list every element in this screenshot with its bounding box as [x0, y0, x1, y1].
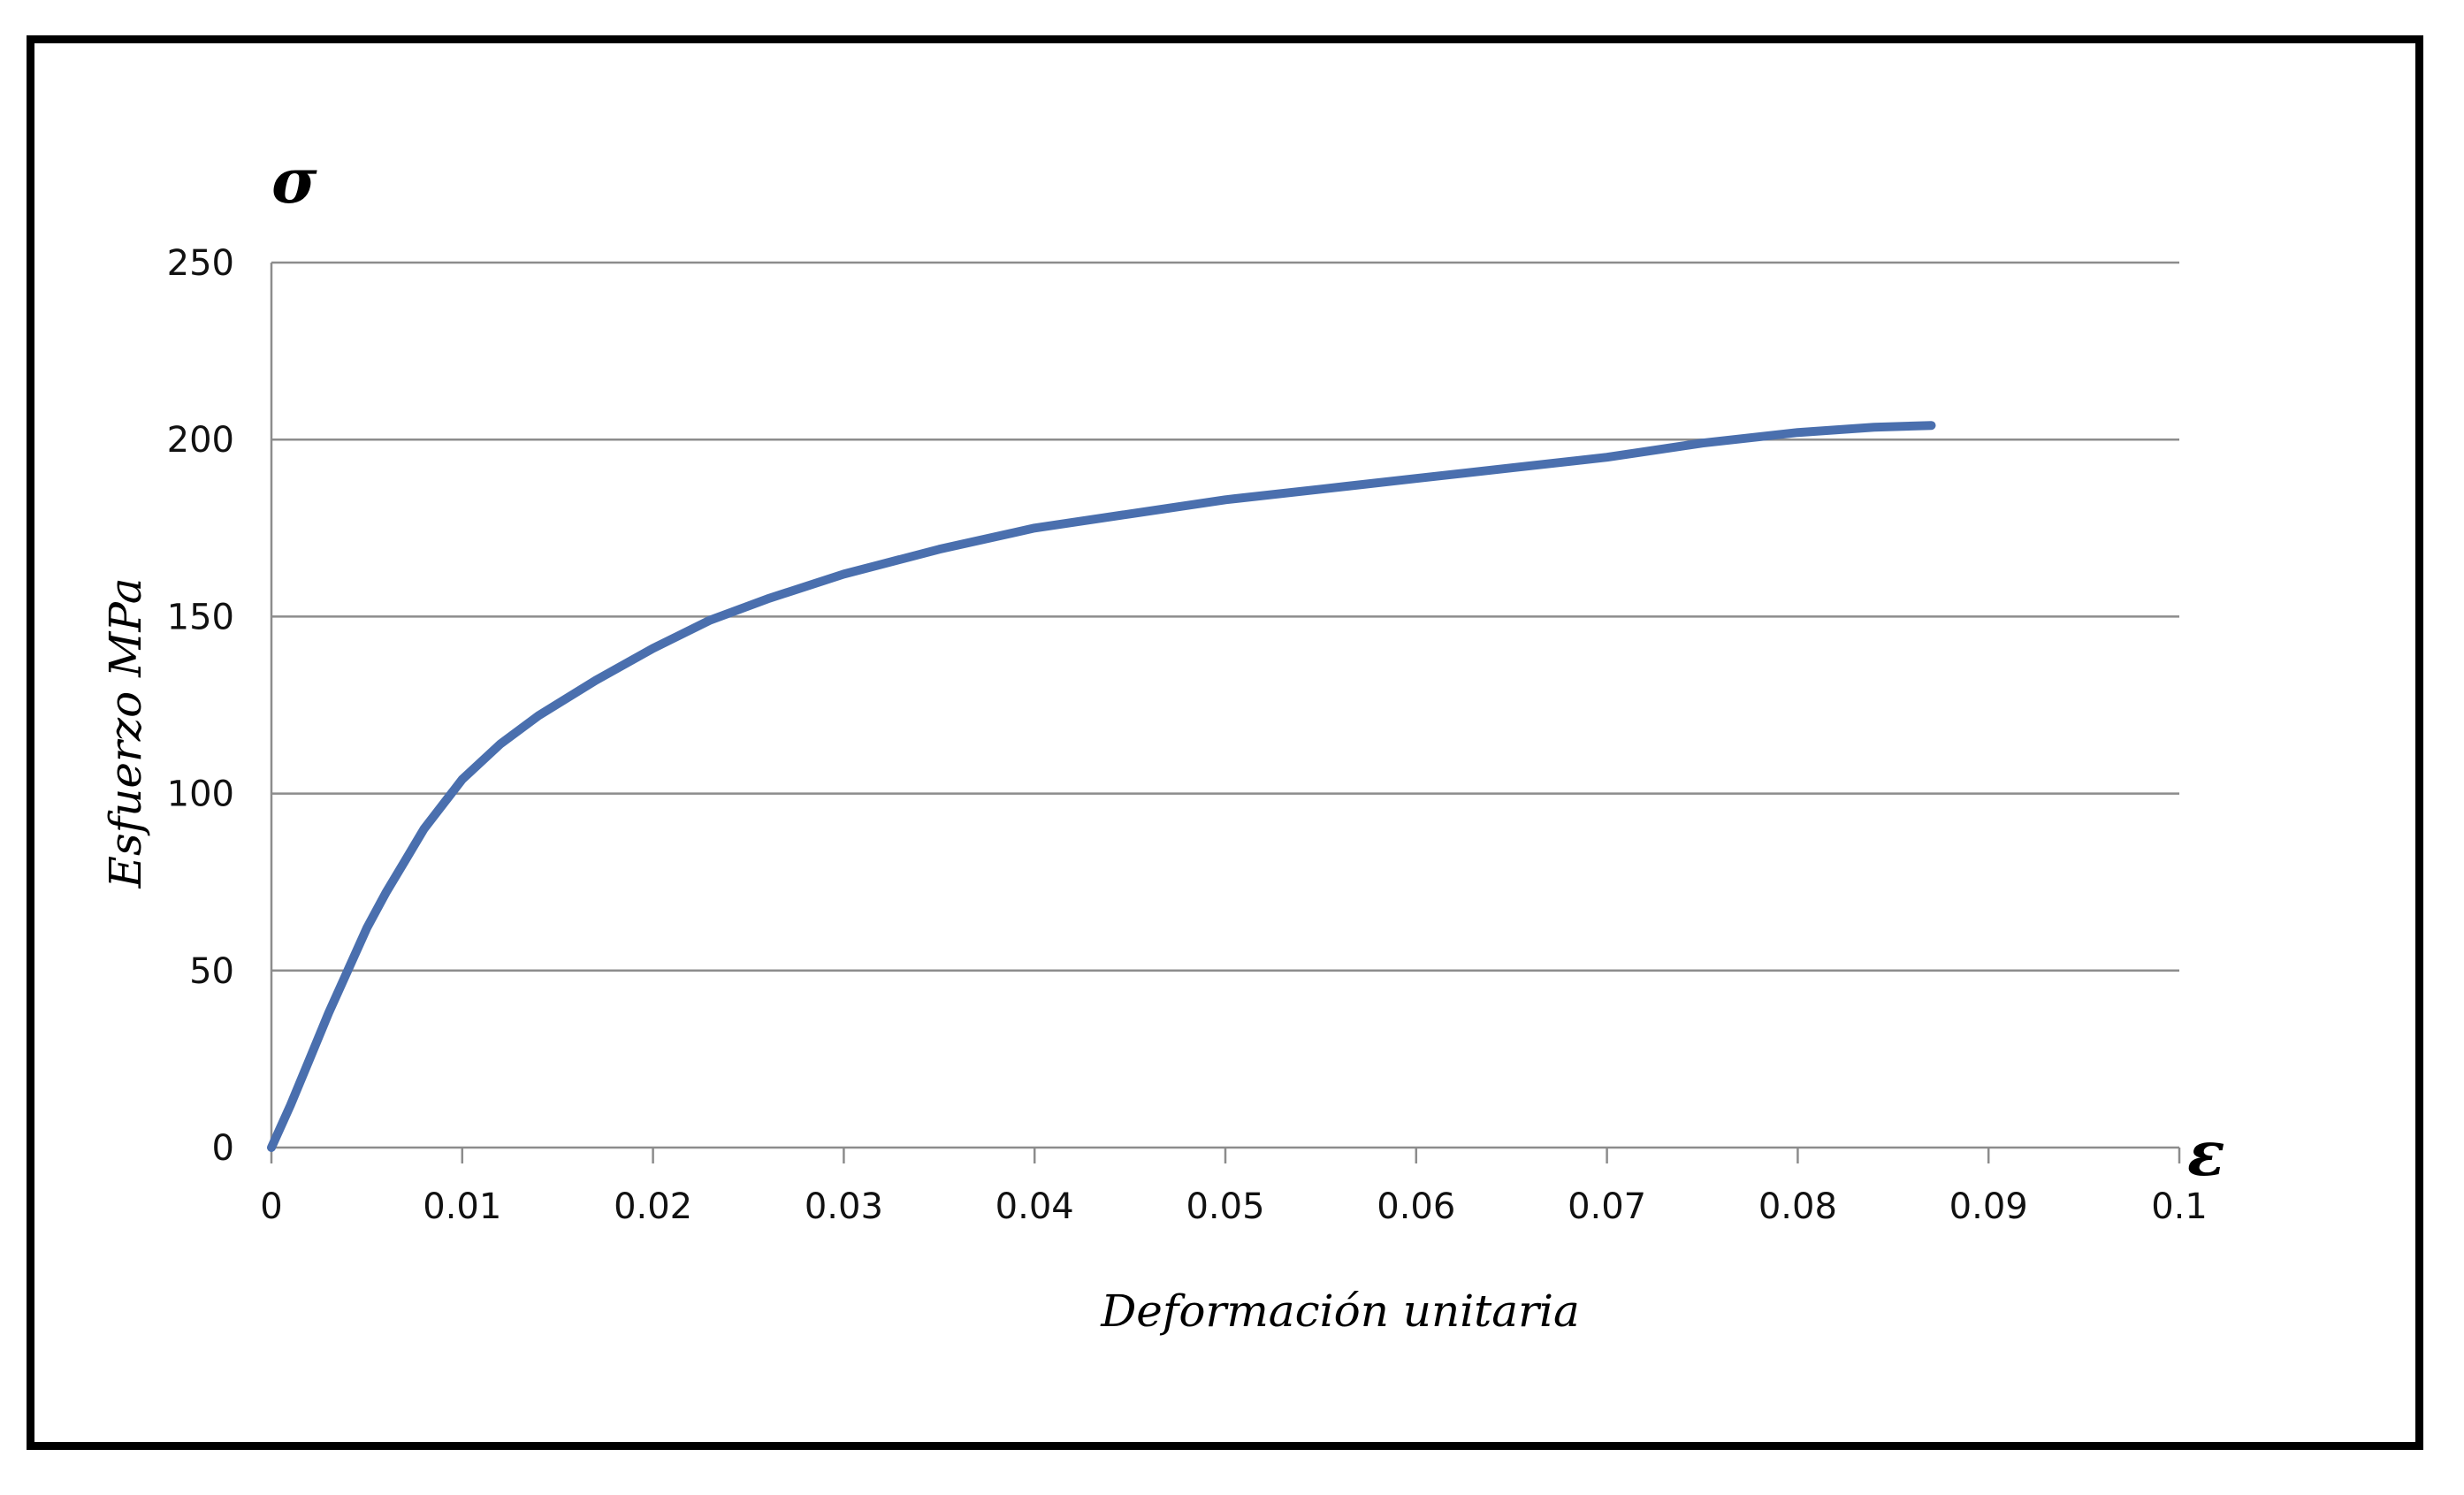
y-axis-title: Esfuerzo MPa — [100, 577, 151, 889]
y-tick-label: 250 — [167, 243, 234, 284]
x-tick-label: 0 — [260, 1186, 282, 1227]
x-tick-label: 0.05 — [1186, 1186, 1264, 1227]
gridlines — [271, 261, 2179, 973]
series — [267, 421, 1936, 1152]
x-tick-label: 0.03 — [805, 1186, 883, 1227]
y-tick-label: 200 — [167, 420, 234, 461]
y-axis-symbol: σ — [271, 144, 317, 217]
chart-frame: 0 50 100 150 200 250 0 0.01 0.02 0.03 0.04 0.05 0.06… — [27, 35, 2423, 1450]
x-tick-label: 0.06 — [1377, 1186, 1455, 1227]
x-tick-label: 0.04 — [996, 1186, 1074, 1227]
x-axis-title: Deformación unitaria — [1100, 1285, 1580, 1337]
tick-labels: 0 50 100 150 200 250 0 0.01 0.02 0.03 0.04 0.05 0.06… — [167, 243, 2208, 1227]
x-axis-symbol: ε — [2187, 1117, 2225, 1190]
x-tick-label: 0.08 — [1758, 1186, 1837, 1227]
y-tick-label: 0 — [212, 1128, 234, 1169]
y-tick-label: 50 — [189, 951, 234, 992]
stress-strain-chart: 0 50 100 150 200 250 0 0.01 0.02 0.03 0.04 0.05 0.06… — [100, 144, 2225, 1337]
x-tick-label: 0.07 — [1568, 1186, 1646, 1227]
x-tick-label: 0.09 — [1949, 1186, 2028, 1227]
y-tick-label: 100 — [167, 774, 234, 815]
x-tick-label: 0.02 — [614, 1186, 692, 1227]
axes — [270, 263, 2181, 1163]
x-tick-label: 0.01 — [423, 1186, 501, 1227]
y-tick-label: 150 — [167, 597, 234, 637]
stress-strain-curve — [267, 421, 1936, 1152]
x-tick-label: 0.1 — [2151, 1186, 2208, 1227]
